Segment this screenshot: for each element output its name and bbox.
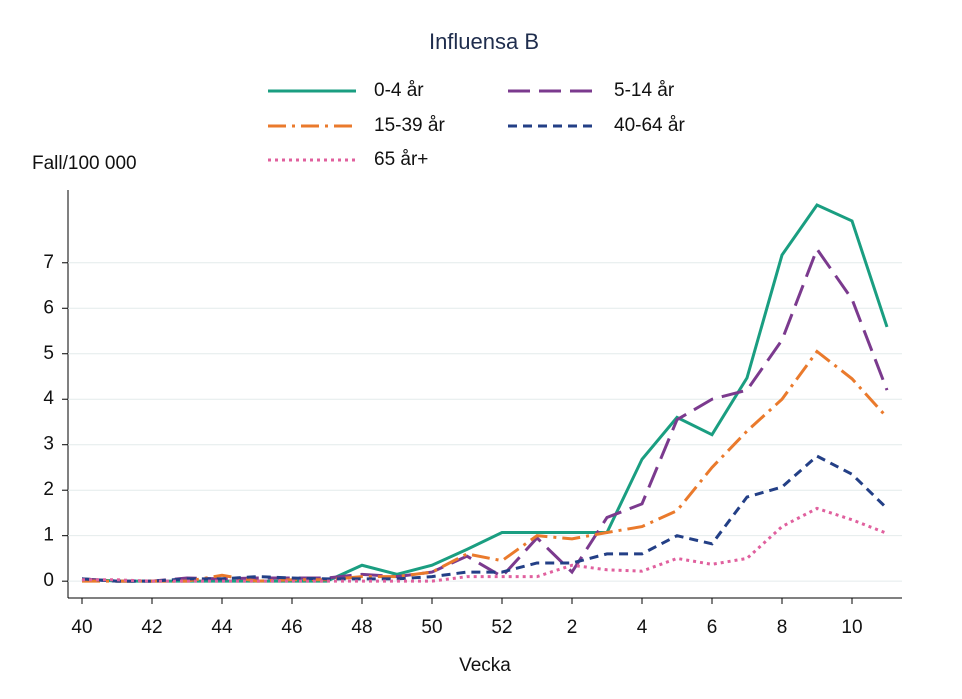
x-axis-label: Vecka <box>459 655 511 676</box>
y-tick-label: 6 <box>43 297 54 318</box>
chart-title: Influensa B <box>429 29 539 54</box>
y-tick-label: 3 <box>43 434 54 455</box>
x-tick-label: 52 <box>491 617 512 638</box>
x-tick-label: 4 <box>637 617 648 638</box>
legend-label: 15-39 år <box>374 115 445 136</box>
x-tick-label: 40 <box>71 617 92 638</box>
x-tick-label: 10 <box>841 617 862 638</box>
x-tick-label: 44 <box>211 617 233 638</box>
y-tick-label: 7 <box>43 252 54 273</box>
legend-label: 40-64 år <box>614 115 685 136</box>
x-tick-label: 50 <box>421 617 442 638</box>
legend-label: 65 år+ <box>374 149 428 170</box>
y-tick-label: 2 <box>43 479 54 500</box>
y-tick-label: 5 <box>43 343 54 364</box>
series-line <box>82 506 888 583</box>
x-tick-label: 42 <box>141 617 162 638</box>
y-tick-label: 4 <box>43 388 54 409</box>
series-line <box>81 245 889 583</box>
x-tick-label: 6 <box>707 617 718 638</box>
x-tick-label: 2 <box>567 617 578 638</box>
legend-label: 5-14 år <box>614 80 675 101</box>
x-tick-label: 48 <box>351 617 372 638</box>
y-tick-label: 0 <box>43 570 54 591</box>
y-axis-label: Fall/100 000 <box>32 153 137 174</box>
x-tick-label: 8 <box>777 617 788 638</box>
x-tick-label: 46 <box>281 617 302 638</box>
y-tick-label: 1 <box>43 525 54 546</box>
legend-label: 0-4 år <box>374 80 424 101</box>
series-line <box>82 349 889 583</box>
